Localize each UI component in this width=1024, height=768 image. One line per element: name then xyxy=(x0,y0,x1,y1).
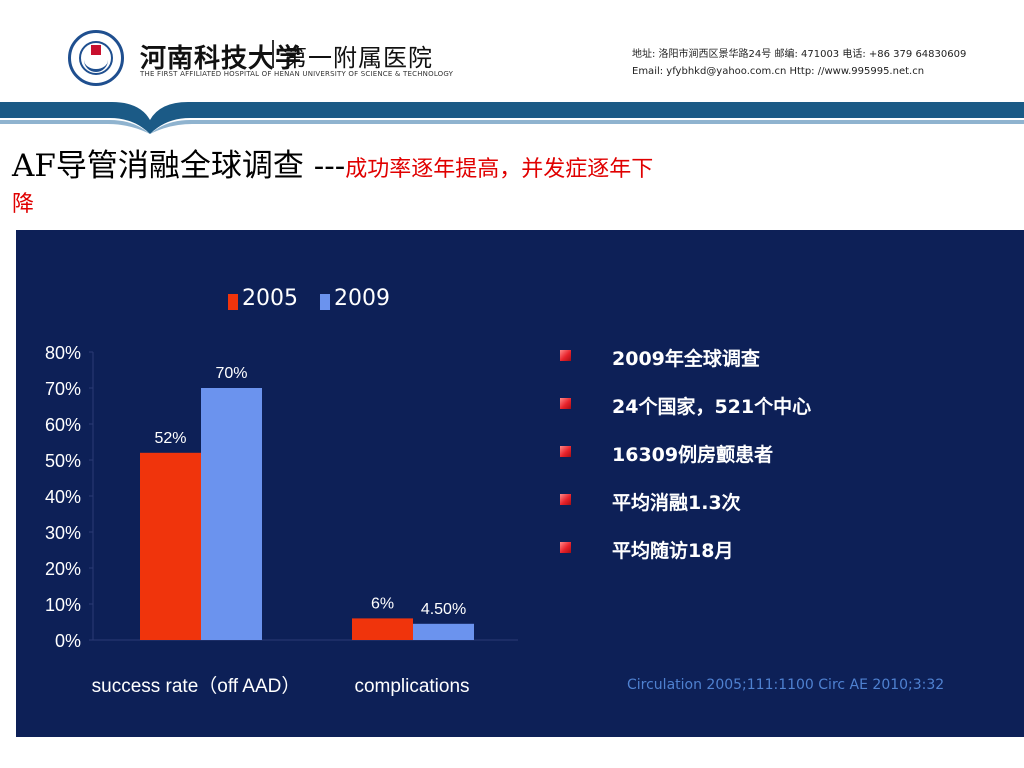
header-banner-wave xyxy=(0,102,1024,134)
bar-2009-success-rate xyxy=(201,388,262,640)
slide-title-subtitle: 成功率逐年提高，并发症逐年下 xyxy=(345,157,654,182)
bar-2005-success-rate xyxy=(140,452,201,640)
legend-swatch-2005 xyxy=(228,294,238,310)
y-tick-label: 30% xyxy=(45,523,81,543)
hospital-name: 第一附属医院 xyxy=(283,44,433,72)
data-label: 52% xyxy=(154,430,186,447)
hospital-english-name: THE FIRST AFFILIATED HOSPITAL OF HENAN U… xyxy=(140,70,454,78)
bullet-square-icon xyxy=(560,398,571,409)
bar-2009-complications xyxy=(413,623,474,640)
legend-swatch-2009 xyxy=(320,294,330,310)
bullet-square-icon xyxy=(560,350,571,361)
bullet-square-icon xyxy=(560,446,571,457)
y-tick-label: 60% xyxy=(45,415,81,435)
x-category-label: complications xyxy=(354,676,469,697)
contact-web: Email: yfybhkd@yahoo.com.cn Http: //www.… xyxy=(632,66,925,77)
y-tick-label: 70% xyxy=(45,379,81,399)
citation: Circulation 2005;111:1100 Circ AE 2010;3… xyxy=(627,677,945,693)
university-name: 河南科技大学 xyxy=(140,44,303,74)
legend-item-2009: 2009 xyxy=(320,286,440,314)
y-tick-label: 40% xyxy=(45,487,81,507)
data-label: 70% xyxy=(215,365,247,382)
slide-title-main: AF导管消融全球调查 --- xyxy=(12,148,346,184)
legend-item-2005: 2005 xyxy=(228,286,348,314)
hospital-logo-seal xyxy=(68,30,124,86)
y-tick-label: 20% xyxy=(45,559,81,579)
y-tick-label: 0% xyxy=(55,631,81,651)
data-label: 4.50% xyxy=(421,601,466,618)
contact-address: 地址: 洛阳市涧西区景华路24号 邮编: 471003 电话: +86 379 … xyxy=(632,49,967,60)
logo-divider xyxy=(272,40,274,68)
data-label: 6% xyxy=(371,595,394,612)
slide-title: AF导管消融全球调查 ---成功率逐年提高，并发症逐年下 xyxy=(12,140,653,185)
x-category-label: success rate（off AAD） xyxy=(92,675,301,697)
header: 河南科技大学 第一附属医院 THE FIRST AFFILIATED HOSPI… xyxy=(0,0,1024,120)
y-tick-label: 10% xyxy=(45,595,81,615)
slide-title-subtitle-cont: 降 xyxy=(12,192,35,217)
contact-info: 地址: 洛阳市涧西区景华路24号 邮编: 471003 电话: +86 379 … xyxy=(632,46,966,80)
legend-label-2005: 2005 xyxy=(242,286,298,311)
bullet-square-icon xyxy=(560,494,571,505)
y-tick-label: 50% xyxy=(45,451,81,471)
bar-2005-complications xyxy=(352,618,413,640)
y-tick-label: 80% xyxy=(45,343,81,363)
bullet-square-icon xyxy=(560,542,571,553)
legend-label-2009: 2009 xyxy=(334,286,390,311)
